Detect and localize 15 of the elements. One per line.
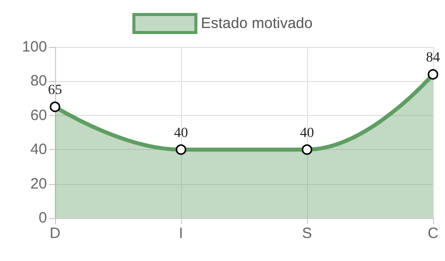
data-label: 40 bbox=[174, 126, 188, 141]
y-tick-label: 40 bbox=[30, 141, 47, 158]
x-tick-label: I bbox=[178, 225, 184, 242]
y-tick-label: 20 bbox=[30, 175, 47, 192]
data-label: 65 bbox=[48, 83, 62, 98]
legend-label: Estado motivado bbox=[200, 15, 313, 32]
data-label: 84 bbox=[426, 50, 440, 66]
data-label: 40 bbox=[300, 126, 314, 141]
y-tick-label: 0 bbox=[38, 210, 47, 226]
y-tick-label: 60 bbox=[30, 106, 47, 124]
x-tick-label: S bbox=[302, 225, 312, 242]
y-tick-label: 100 bbox=[22, 38, 47, 56]
x-tick-label: D bbox=[50, 225, 61, 242]
x-tick-label: C bbox=[428, 225, 439, 242]
y-tick-label: 80 bbox=[30, 72, 47, 90]
